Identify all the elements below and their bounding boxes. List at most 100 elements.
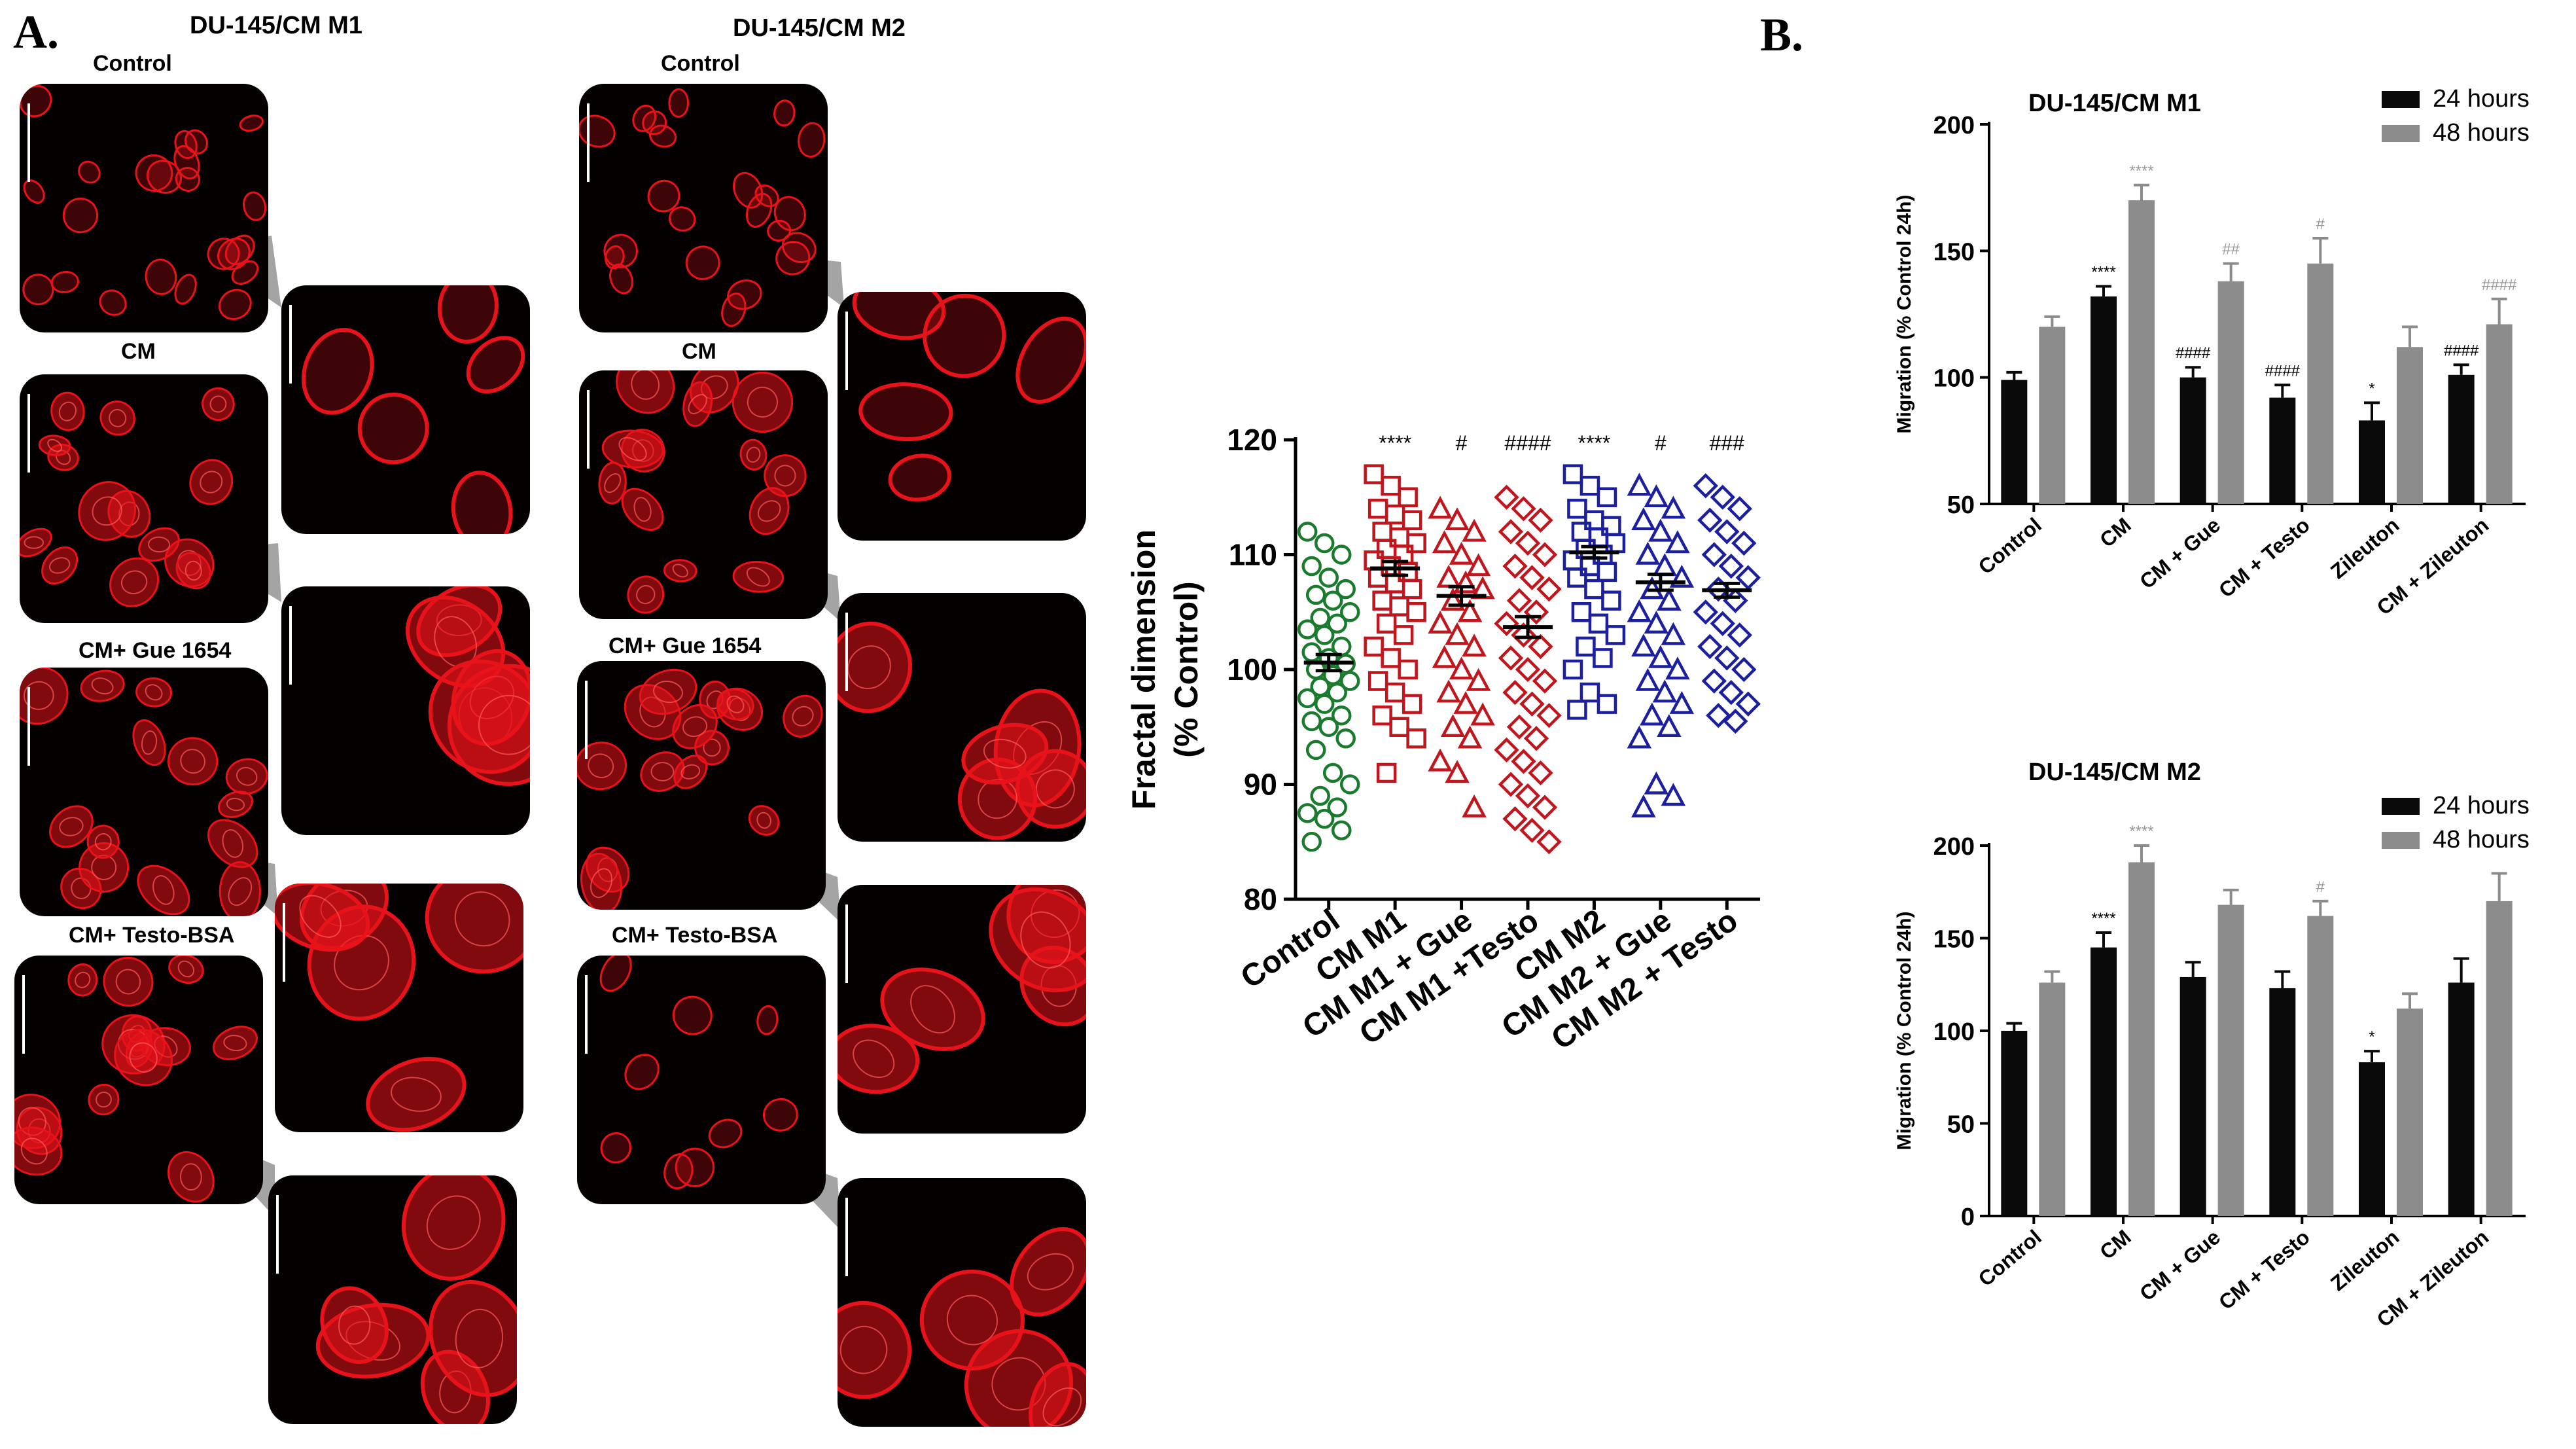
- cell-fiber: [747, 386, 778, 418]
- migration-m1-legend-swatch: [2382, 125, 2420, 142]
- migration-m2-x-tick-label: CM + Testo: [2214, 1225, 2314, 1314]
- fractal-point: [1428, 495, 1453, 519]
- migration-m2-y-tick-label: 150: [1933, 926, 1975, 954]
- cell-shape: [621, 488, 664, 531]
- fractal-point: [1627, 599, 1652, 622]
- migration-m1-bar: [2307, 263, 2334, 504]
- fractal-point: [1389, 527, 1409, 548]
- fractal-point: [1627, 725, 1652, 749]
- migration-m2-bar: [2039, 982, 2066, 1216]
- cell-fiber: [24, 536, 44, 549]
- cell-shape: [603, 234, 638, 268]
- cell-fiber: [226, 797, 245, 812]
- fractal-point: [1644, 611, 1669, 634]
- fractal-point: [1710, 611, 1735, 636]
- migration-m2-annotation: *: [2369, 1028, 2374, 1046]
- fractal-point: [1449, 541, 1474, 565]
- cell-shape: [732, 561, 784, 593]
- cell-shape: [749, 487, 790, 535]
- fractal-point: [1532, 795, 1558, 820]
- fractal-point: [1631, 794, 1656, 817]
- fractal-point: [1494, 737, 1519, 763]
- fractal-point: [1440, 713, 1466, 737]
- cell-fiber: [636, 585, 656, 605]
- cell-shape: [185, 129, 208, 154]
- migration-m1-annotation: ####: [2176, 344, 2211, 362]
- cell-shape: [616, 370, 675, 414]
- fractal-y-tick-label: 120: [1227, 423, 1277, 457]
- cell-shape: [798, 122, 826, 158]
- fractal-point: [1593, 648, 1613, 668]
- cell-shape: [67, 963, 98, 997]
- migration-m1-y-tick-label: 200: [1933, 112, 1975, 139]
- fractal-y-label-line1: Fractal dimension: [1125, 529, 1162, 810]
- fractal-point: [1579, 475, 1600, 496]
- fractal-point: [1511, 622, 1536, 648]
- cell-shape: [580, 852, 623, 910]
- cell-shape: [605, 245, 625, 270]
- fractal-point: [1406, 602, 1426, 622]
- fractal-point: [1381, 648, 1401, 668]
- fractal-point: [1579, 682, 1600, 703]
- fractal-point: [1376, 613, 1397, 634]
- fractal-point: [1597, 487, 1617, 507]
- fractal-point: [1445, 622, 1470, 645]
- fractal-annotation: #: [1456, 431, 1468, 455]
- cell-fiber: [604, 473, 622, 493]
- cell-shape: [773, 99, 796, 127]
- fractal-point: [1327, 613, 1347, 634]
- cell-shape: [174, 274, 197, 305]
- fractal-point: [1314, 694, 1335, 714]
- fractal-point: [1367, 499, 1388, 519]
- cell-shape: [880, 967, 985, 1051]
- fractal-point: [1697, 507, 1723, 533]
- migration-m2-bar: [2397, 1009, 2423, 1216]
- cell-fiber: [75, 971, 91, 988]
- cell-shape: [745, 192, 773, 228]
- fractal-point: [1601, 516, 1621, 536]
- fractal-point: [1528, 634, 1553, 660]
- fractal-point: [1644, 771, 1669, 795]
- fractal-point: [1376, 762, 1397, 783]
- fractal-point: [1532, 668, 1558, 694]
- fractal-point: [1364, 464, 1384, 484]
- fractal-annotation: ####: [1504, 431, 1551, 455]
- fractal-point: [1462, 634, 1487, 657]
- fractal-point: [1494, 611, 1519, 636]
- cell-shape: [1015, 316, 1086, 404]
- m2-cm-gue-image: [577, 661, 826, 910]
- cell-shape: [62, 197, 99, 234]
- cell-shape: [989, 887, 1086, 993]
- cell-shape: [748, 805, 780, 836]
- cell-shape: [50, 391, 85, 431]
- m2-control-image: [579, 84, 828, 332]
- fractal-point: [1661, 495, 1686, 519]
- fractal-point: [1314, 808, 1335, 829]
- cell-shape: [923, 293, 1006, 378]
- cell-fiber: [478, 694, 530, 755]
- fractal-point: [1648, 518, 1673, 542]
- fractal-point: [1305, 740, 1326, 760]
- migration-m2-annotation: ****: [2091, 910, 2115, 927]
- fractal-point: [1402, 579, 1422, 599]
- cell-shape: [858, 382, 953, 442]
- cell-shape: [708, 1118, 743, 1149]
- migration-m1-x-tick-label: Control: [1974, 513, 2046, 579]
- cell-shape: [673, 755, 708, 789]
- cell-fiber: [910, 985, 955, 1034]
- cell-shape: [838, 1024, 920, 1094]
- fractal-point: [1706, 703, 1731, 728]
- cell-fiber: [120, 570, 148, 595]
- fractal-point: [1297, 688, 1318, 709]
- cell-fiber: [1020, 911, 1071, 969]
- fractal-point: [1562, 659, 1583, 680]
- cell-fiber: [618, 437, 647, 461]
- cell-fiber: [391, 1077, 442, 1112]
- cell-fiber: [454, 891, 510, 947]
- fractal-point: [1588, 613, 1609, 634]
- cell-shape: [224, 234, 255, 266]
- cell-shape: [762, 1098, 798, 1132]
- fractal-point: [1453, 570, 1478, 594]
- cell-fiber: [983, 738, 1027, 769]
- fractal-point: [1453, 690, 1478, 714]
